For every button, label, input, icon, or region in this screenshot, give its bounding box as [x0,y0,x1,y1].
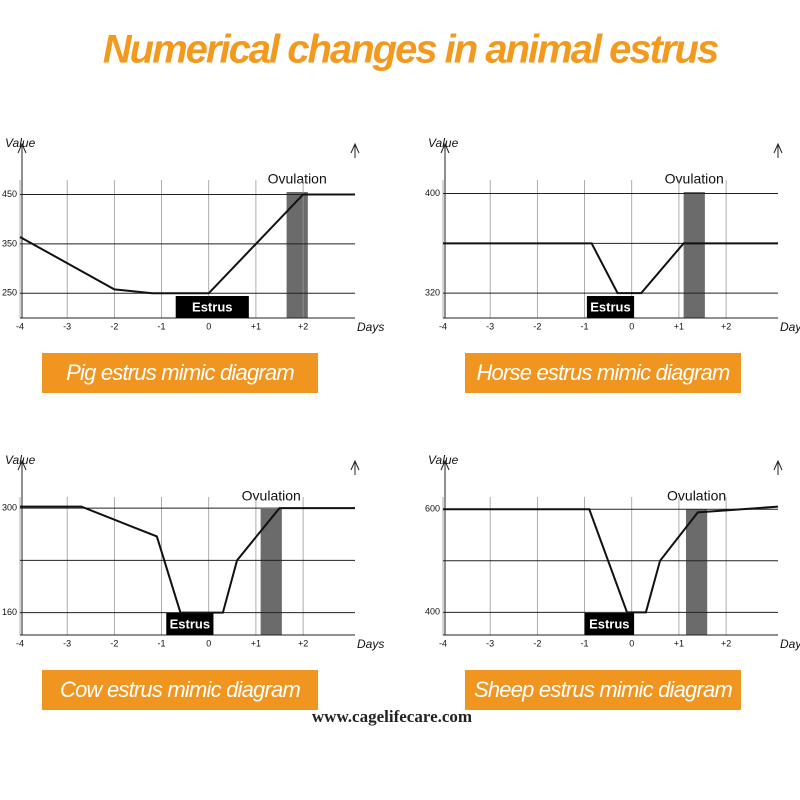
chart: Ovulation -4 -3 -2 -1 0 +1 +2 400 600 Value Days Est… [425,453,800,710]
estrus-box [586,296,635,318]
estrus-label: Estrus [192,299,232,314]
ovulation-band [685,509,708,635]
axis-arrow [350,142,360,154]
x-tick-label: -4 [439,321,447,331]
x-tick-label: -4 [439,638,447,648]
ovulation-label: Ovulation [242,488,301,504]
x-axis-label: Days [780,637,800,651]
x-tick-label: -3 [486,638,494,648]
x-tick-label: +1 [251,321,261,331]
x-axis-label: Days [357,637,384,651]
axis-arrow [440,142,450,154]
x-tick-label: +2 [721,321,731,331]
axis-arrow [773,142,783,154]
estrus-box [166,613,214,635]
y-tick-label: 300 [2,502,17,512]
caption-box [42,353,318,393]
x-tick-label: -4 [16,638,24,648]
x-tick-label: -2 [110,321,118,331]
x-tick-label: +2 [298,638,308,648]
ovulation-label: Ovulation [665,171,724,187]
y-axis-label: Value [5,136,36,150]
y-tick-label: 450 [2,189,17,199]
axis-arrow [17,142,27,154]
watermark: www.cagelifecare.com [312,707,472,726]
estrus-label: Estrus [589,616,629,631]
ovulation-band [683,192,705,318]
x-tick-label: +1 [251,638,261,648]
y-tick-label: 600 [425,504,440,514]
x-tick-label: +2 [298,321,308,331]
x-tick-label: -1 [158,321,166,331]
x-tick-label: -2 [533,321,541,331]
caption-box [465,670,741,710]
x-tick-label: 0 [206,638,211,648]
y-tick-label: 320 [425,287,440,297]
chart-caption: Pig estrus mimic diagram [66,360,294,385]
y-tick-label: 160 [2,607,17,617]
x-tick-label: -4 [16,321,24,331]
x-tick-label: -1 [158,638,166,648]
x-tick-label: -3 [63,321,71,331]
x-tick-label: -2 [533,638,541,648]
caption-box [465,353,741,393]
axis-arrow [440,459,450,471]
estrus-box [175,296,249,318]
y-tick-label: 250 [2,288,17,298]
axis-arrow [17,459,27,471]
x-tick-label: +1 [674,321,684,331]
chart-caption: Sheep estrus mimic diagram [474,677,732,702]
x-axis-label: Days [780,320,800,334]
estrus-box [584,613,635,635]
chart-caption: Cow estrus mimic diagram [60,677,300,702]
page-title: Numerical changes in animal estrus [103,28,718,72]
y-tick-label: 400 [425,607,440,617]
estrus-label: Estrus [590,299,630,314]
x-axis-label: Days [357,320,384,334]
x-tick-label: -3 [486,321,494,331]
axis-arrow [350,459,360,471]
ovulation-label: Ovulation [268,171,327,187]
chart: Ovulation -4 -3 -2 -1 0 +1 +2 160 300 Value Days Est… [2,453,384,710]
chart: Ovulation -4 -3 -2 -1 0 +1 +2 320 400 Value Days Est… [425,136,800,393]
caption-box [42,670,318,710]
data-line [19,193,355,295]
data-line [20,505,355,614]
ovulation-band [286,192,308,318]
chart: Ovulation -4 -3 -2 -1 0 +1 +2 250 350 450 Value Days… [2,136,384,393]
y-axis-label: Value [428,453,459,467]
axis-arrow [773,459,783,471]
y-axis-label: Value [5,453,36,467]
x-tick-label: -3 [63,638,71,648]
x-tick-label: -2 [110,638,118,648]
x-tick-label: 0 [206,321,211,331]
x-tick-label: +2 [721,638,731,648]
x-tick-label: -1 [581,321,589,331]
y-axis-label: Value [428,136,459,150]
ovulation-label: Ovulation [667,488,726,504]
data-line [443,505,779,614]
y-tick-label: 400 [425,188,440,198]
ovulation-band [260,509,282,635]
x-tick-label: 0 [629,321,634,331]
x-tick-label: -1 [581,638,589,648]
chart-caption: Horse estrus mimic diagram [476,360,730,385]
x-tick-label: 0 [629,638,634,648]
data-line [443,242,778,295]
y-tick-label: 350 [2,238,17,248]
x-tick-label: +1 [674,638,684,648]
estrus-label: Estrus [170,616,210,631]
